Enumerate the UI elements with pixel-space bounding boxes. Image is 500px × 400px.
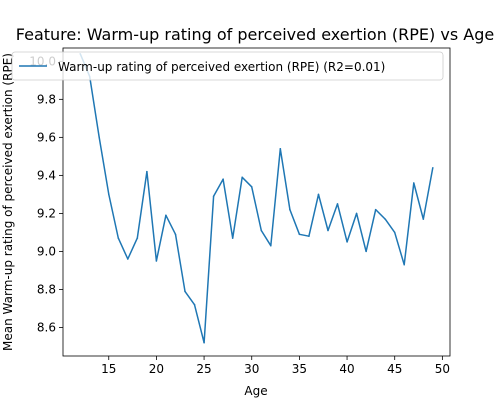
- data-point: [174, 233, 177, 236]
- x-tick-label: 30: [244, 362, 259, 376]
- data-point: [260, 229, 263, 232]
- data-point: [374, 208, 377, 211]
- data-point: [279, 148, 282, 150]
- y-tick-label: 9.0: [37, 244, 56, 258]
- data-point: [289, 208, 291, 211]
- data-point: [146, 170, 148, 173]
- x-axis-label: Age: [244, 384, 267, 398]
- data-point: [165, 214, 167, 217]
- data-point: [270, 244, 272, 247]
- data-point: [155, 260, 158, 262]
- x-tick-label: 15: [101, 362, 116, 376]
- data-point: [117, 237, 120, 239]
- data-point: [317, 193, 320, 196]
- data-point: [308, 235, 310, 237]
- legend-box: [11, 51, 444, 81]
- y-tick-label: 8.8: [37, 282, 56, 296]
- x-tick-label: 35: [292, 362, 307, 376]
- legend: Warm-up rating of perceived exertion (RP…: [11, 51, 444, 81]
- chart-title: Feature: Warm-up rating of perceived exe…: [16, 25, 494, 44]
- data-layer: [79, 52, 434, 344]
- data-point: [355, 212, 358, 215]
- axis-ticks: 15202530354045508.68.89.09.29.49.69.810.…: [29, 54, 450, 376]
- y-tick-label: 9.6: [37, 130, 56, 144]
- legend-label: Warm-up rating of perceived exertion (RP…: [58, 60, 385, 74]
- x-tick-label: 20: [149, 362, 164, 376]
- data-point: [241, 176, 243, 179]
- y-tick-label: 9.2: [37, 206, 56, 220]
- y-tick-label: 9.4: [37, 168, 56, 182]
- x-tick-label: 50: [435, 362, 450, 376]
- x-tick-label: 40: [339, 362, 354, 376]
- y-axis-label: Mean Warm-up rating of perceived exertio…: [1, 53, 15, 351]
- data-point: [365, 250, 367, 253]
- data-point: [184, 290, 186, 293]
- data-point: [108, 193, 110, 196]
- data-point: [384, 218, 386, 220]
- data-point: [327, 229, 329, 232]
- data-point: [203, 341, 205, 344]
- data-point: [98, 136, 100, 139]
- x-tick-label: 25: [196, 362, 211, 376]
- data-point: [346, 241, 348, 243]
- data-point: [393, 231, 396, 234]
- data-point: [127, 258, 129, 260]
- data-point: [336, 203, 339, 205]
- series-line: [79, 53, 434, 344]
- data-point: [212, 195, 215, 198]
- y-tick-label: 8.6: [37, 320, 56, 334]
- data-point: [413, 182, 415, 184]
- data-point: [432, 167, 434, 169]
- x-tick-label: 45: [387, 362, 402, 376]
- data-point: [403, 263, 405, 266]
- plot-area-frame: [62, 47, 451, 357]
- data-point: [231, 237, 234, 239]
- data-point: [250, 186, 253, 188]
- data-point: [422, 218, 425, 220]
- data-point: [222, 178, 224, 180]
- data-point: [136, 237, 139, 239]
- y-tick-label: 9.8: [37, 92, 56, 106]
- data-point: [193, 303, 196, 306]
- data-point: [298, 233, 301, 236]
